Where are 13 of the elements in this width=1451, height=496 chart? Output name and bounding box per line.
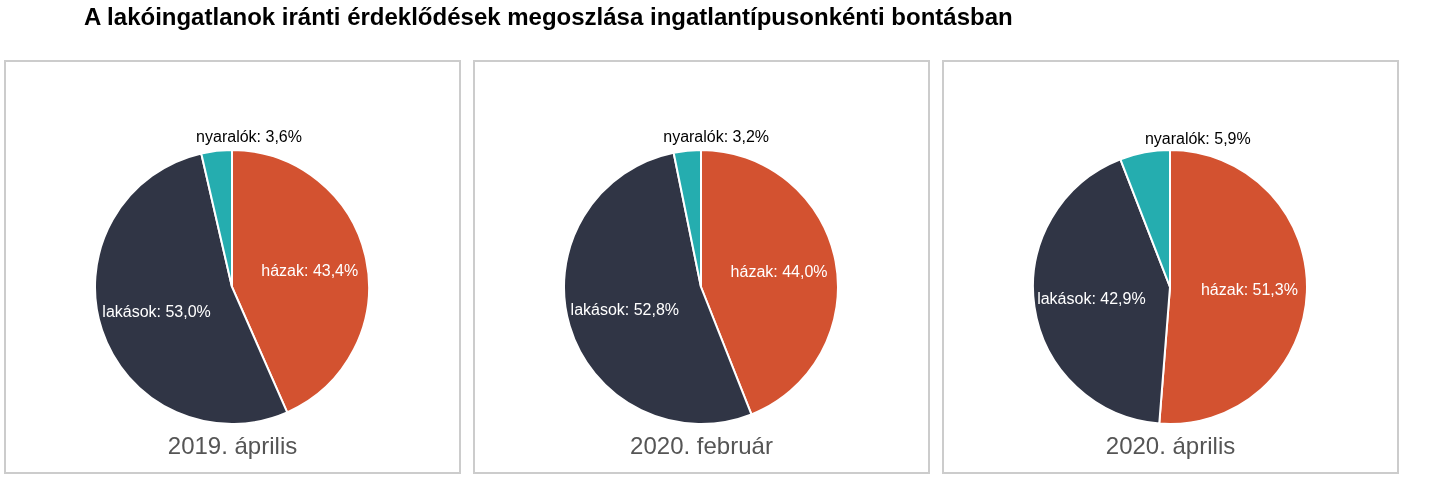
slice-label: házak: 44,0% xyxy=(730,263,828,281)
text: A lakóingatlanok iránti érdeklődések megoszlása ingatlantípusonkénti bontásban xyxy=(84,3,1013,30)
slice-label: lakások: 52,8% xyxy=(570,300,680,318)
text: 2020. február xyxy=(630,432,773,459)
slice-label: házak: 51,3% xyxy=(1200,281,1298,299)
text: 2020. április xyxy=(1105,432,1236,459)
slice-label: nyaralók: 3,6% xyxy=(196,127,302,145)
slice-label: házak: 43,4% xyxy=(261,261,359,279)
slice-label: nyaralók: 3,2% xyxy=(663,127,770,145)
slice-label: nyaralók: 5,9% xyxy=(1144,129,1251,147)
text: 2019. április xyxy=(167,432,298,459)
slice-label: lakások: 53,0% xyxy=(102,303,211,321)
slice-label: lakások: 42,9% xyxy=(1037,289,1146,307)
